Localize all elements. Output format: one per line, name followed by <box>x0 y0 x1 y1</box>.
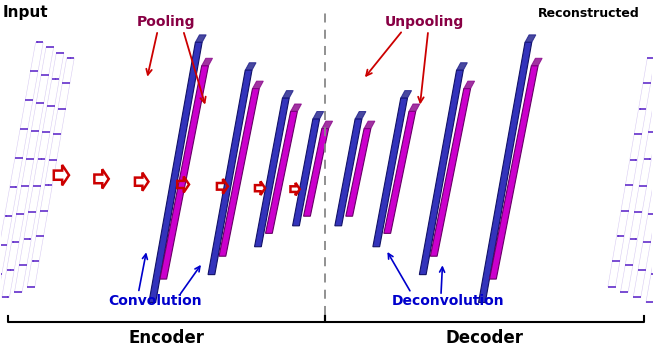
Polygon shape <box>303 128 329 216</box>
Polygon shape <box>364 121 375 128</box>
Text: Encoder: Encoder <box>128 329 205 348</box>
Polygon shape <box>479 42 532 303</box>
Polygon shape <box>646 42 665 303</box>
Polygon shape <box>322 121 332 128</box>
Polygon shape <box>265 111 297 233</box>
Polygon shape <box>409 104 420 111</box>
Text: Pooling: Pooling <box>137 15 196 29</box>
Polygon shape <box>27 58 74 287</box>
Polygon shape <box>245 63 256 70</box>
Polygon shape <box>335 119 362 226</box>
Polygon shape <box>464 81 475 89</box>
Polygon shape <box>160 66 208 279</box>
Polygon shape <box>0 42 43 303</box>
Polygon shape <box>346 128 371 216</box>
Text: Convolution: Convolution <box>108 294 202 308</box>
Polygon shape <box>620 53 665 292</box>
Polygon shape <box>420 70 464 275</box>
Polygon shape <box>201 58 213 66</box>
Text: Decoder: Decoder <box>446 329 523 348</box>
Polygon shape <box>208 70 252 275</box>
Text: Deconvolution: Deconvolution <box>392 294 504 308</box>
Polygon shape <box>633 47 665 297</box>
Text: Input: Input <box>2 5 48 20</box>
Polygon shape <box>219 89 259 256</box>
Polygon shape <box>2 47 54 297</box>
Polygon shape <box>255 98 289 247</box>
Polygon shape <box>283 91 293 98</box>
Polygon shape <box>293 119 320 226</box>
Polygon shape <box>531 58 542 66</box>
Polygon shape <box>313 112 324 119</box>
Text: Unpooling: Unpooling <box>384 15 464 29</box>
Polygon shape <box>291 104 301 111</box>
Polygon shape <box>384 111 416 233</box>
Polygon shape <box>15 53 64 292</box>
Text: Reconstructed: Reconstructed <box>538 7 640 20</box>
Polygon shape <box>489 66 538 279</box>
Polygon shape <box>253 81 263 89</box>
Polygon shape <box>608 58 655 287</box>
Polygon shape <box>196 35 206 42</box>
Polygon shape <box>525 35 536 42</box>
Polygon shape <box>149 42 202 303</box>
Polygon shape <box>401 91 412 98</box>
Polygon shape <box>430 89 471 256</box>
Polygon shape <box>373 98 408 247</box>
Polygon shape <box>457 63 467 70</box>
Polygon shape <box>355 112 366 119</box>
